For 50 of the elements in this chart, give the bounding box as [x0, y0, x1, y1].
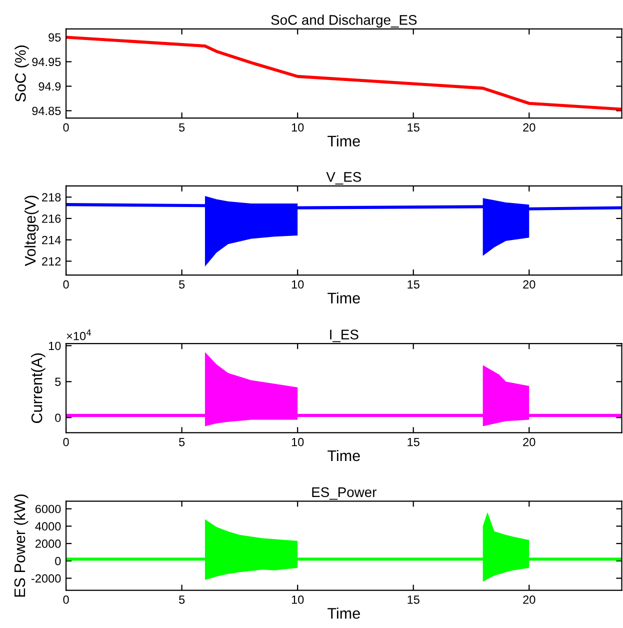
- x-tick-label: 5: [179, 280, 185, 289]
- x-axis-title: Time: [328, 450, 360, 462]
- x-tick-label: 15: [408, 280, 420, 289]
- x-tick-label: 20: [523, 438, 536, 446]
- y-tick-label: 0: [55, 414, 61, 422]
- y-axis-title: ES Power (kW): [14, 494, 28, 597]
- x-tick-label: 10: [292, 595, 304, 604]
- y-axis-title: Current(A): [31, 353, 46, 423]
- x-tick-label: 15: [408, 123, 420, 132]
- x-tick-label: 5: [179, 438, 185, 446]
- x-axis-title: Time: [328, 608, 360, 619]
- line-series: [66, 36, 622, 111]
- x-tick-label: 5: [179, 123, 185, 132]
- y-axis-title: Voltage(V): [24, 196, 39, 266]
- y-tick-label: -2000: [32, 574, 61, 583]
- x-tick-label: 20: [523, 123, 536, 132]
- y-tick-label: 214: [42, 236, 61, 244]
- y-tick-label: 94.9: [38, 82, 61, 91]
- x-tick-label: 20: [523, 280, 536, 289]
- y-tick-label: 5: [55, 378, 61, 386]
- x-tick-label: 0: [63, 595, 69, 604]
- chart-title: SoC and Discharge_ES: [271, 14, 417, 28]
- y-tick-label: 10: [48, 342, 61, 350]
- y-axis-title: SoC (%): [14, 46, 29, 102]
- text: ×10$^{4}$: [66, 330, 91, 340]
- x-tick-label: 15: [408, 596, 420, 604]
- x-tick-label: 10: [292, 280, 304, 289]
- y-tick-label: 216: [42, 214, 61, 223]
- chart-title: ES_Power: [312, 487, 376, 500]
- y-tick-label: 6000: [36, 504, 61, 514]
- x-tick-label: 0: [63, 280, 69, 289]
- y-tick-label: 218: [42, 193, 61, 202]
- y-tick-label: 0: [55, 556, 61, 566]
- chart-title: I_ES: [330, 330, 358, 342]
- y-tick-label: 95: [48, 33, 61, 42]
- x-axis-title: Time: [328, 292, 360, 304]
- y-tick-label: 94.95: [32, 58, 61, 66]
- chart-title: V_ES: [326, 172, 362, 184]
- y-tick-label: 2000: [36, 540, 61, 548]
- y-tick-label: 94.85: [32, 106, 61, 116]
- x-tick-label: 10: [292, 438, 304, 446]
- y-tick-label: 212: [42, 257, 61, 266]
- y-tick-label: 4000: [35, 522, 61, 531]
- x-tick-label: 5: [179, 596, 185, 604]
- x-tick-label: 15: [408, 438, 420, 446]
- x-tick-label: 10: [292, 123, 304, 132]
- x-axis-title: Time: [328, 135, 360, 147]
- x-tick-label: 0: [63, 438, 69, 446]
- x-tick-label: 0: [63, 123, 69, 132]
- x-tick-label: 20: [523, 595, 536, 604]
